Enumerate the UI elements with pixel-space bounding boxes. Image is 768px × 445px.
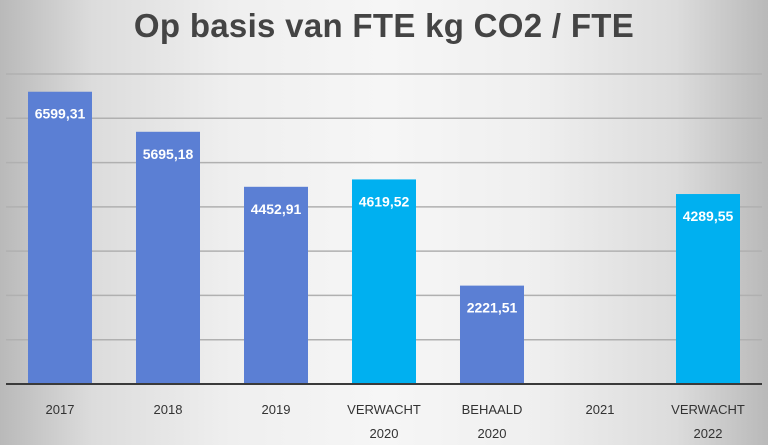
data-label-1: 5695,18 xyxy=(143,146,194,162)
data-label-2: 4452,91 xyxy=(251,201,302,217)
data-label-0: 6599,31 xyxy=(35,106,86,122)
x-tick-label-6-1: 2022 xyxy=(694,426,723,441)
x-tick-label-5-0: 2021 xyxy=(586,402,615,417)
x-tick-label-6-0: VERWACHT xyxy=(671,402,745,417)
x-tick-label-3-1: 2020 xyxy=(370,426,399,441)
x-tick-label-0-0: 2017 xyxy=(46,402,75,417)
bar-6 xyxy=(676,194,740,384)
x-tick-label-4-0: BEHAALD xyxy=(462,402,523,417)
x-tick-labels: 2017 2018 2019 VERWACHT 2020 BEHAALD 2020 2021 V… xyxy=(46,402,745,441)
bar-1 xyxy=(136,131,200,384)
x-tick-label-2-0: 2019 xyxy=(262,402,291,417)
bar-3 xyxy=(352,179,416,384)
data-label-3: 4619,52 xyxy=(359,193,410,209)
bar-4 xyxy=(460,285,524,384)
x-tick-label-1-0: 2018 xyxy=(154,402,183,417)
data-label-6: 4289,55 xyxy=(683,208,734,224)
x-tick-label-4-1: 2020 xyxy=(478,426,507,441)
bar-2 xyxy=(244,186,308,384)
bar-0 xyxy=(28,91,92,384)
x-tick-label-3-0: VERWACHT xyxy=(347,402,421,417)
data-label-4: 2221,51 xyxy=(467,300,518,316)
chart-title: Op basis van FTE kg CO2 / FTE xyxy=(133,7,635,44)
bars: 6599,31 5695,18 4452,91 4619,52 2221,51 4289,… xyxy=(28,91,740,384)
